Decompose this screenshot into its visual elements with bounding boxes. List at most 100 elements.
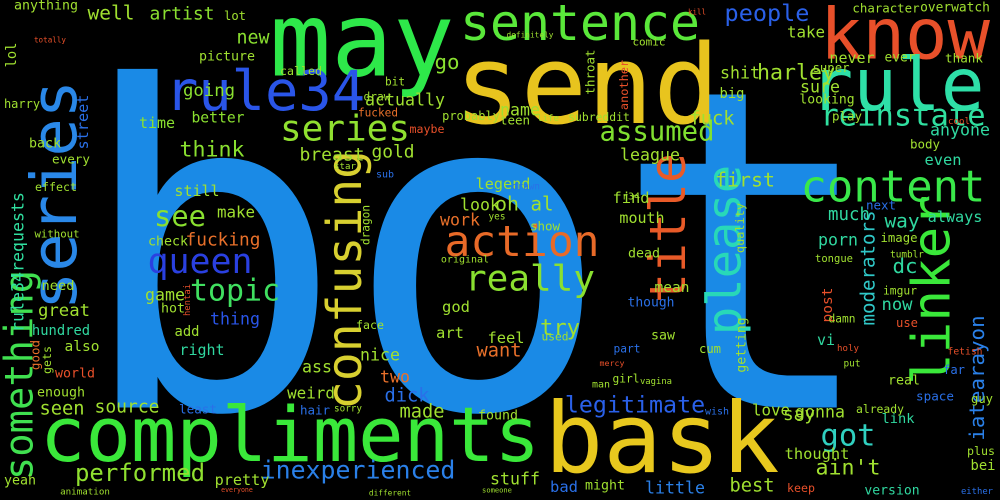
word: gonna [795,403,845,422]
word: throat [583,49,598,94]
word: weird [287,384,335,403]
word: always [928,208,983,226]
word: league [620,146,680,165]
word: r34 [622,192,640,203]
word: plus [967,444,995,458]
word: cum [699,342,721,356]
word: character [852,1,919,16]
word: kill [688,8,706,17]
word: comic [632,36,665,49]
word: subreddit [568,110,630,124]
word: right [179,341,224,359]
word: iatearayon [965,315,989,440]
word: anyone [930,121,990,140]
word: overwatch [920,1,990,16]
word: best [729,476,774,497]
word: dick [384,386,429,407]
word: sentence [460,0,700,52]
word: bit [385,76,405,89]
word: say [783,405,815,425]
word: picture [199,50,255,65]
word: know [820,0,991,76]
word: wish [705,407,729,418]
word: source [94,397,159,418]
word: gets [40,346,54,374]
word: back [29,137,61,152]
word: series [280,109,410,150]
word: imgur [883,285,917,298]
word: time [139,114,175,132]
word: rule34requests [9,192,28,332]
word: getting [735,317,750,372]
word: definitely [507,31,554,40]
word: effect [35,180,77,194]
word: already [856,402,904,416]
word: cool [948,117,970,127]
word: super [812,61,849,75]
word: work [440,211,480,230]
word: harley [757,61,835,86]
word: game [145,286,185,305]
word: show [530,219,561,234]
word: different [369,489,411,498]
word: dc [892,254,917,278]
word: stuff [490,470,540,489]
word: please [698,165,753,335]
word: found [478,409,518,424]
word: vi [817,331,835,349]
word: street [74,95,92,150]
word: even [924,151,961,169]
word: space [916,389,954,404]
word: life [537,114,559,124]
word: think [179,138,244,163]
word: part [614,343,641,356]
word: totally [34,36,66,45]
word: now [881,295,913,315]
word: al [531,193,554,216]
word: send [455,21,720,149]
word: performed [75,459,205,487]
word: gold [371,142,414,163]
word: sub [376,170,394,181]
word: image [880,231,917,245]
word: maybe [410,122,445,136]
word: fucking [186,230,261,251]
word: add [175,324,200,340]
word: also [65,339,100,355]
word: artist [149,4,214,25]
word: still [174,182,219,200]
word: drawn [512,182,540,193]
word: quality [733,203,747,253]
word: ain't [815,456,880,481]
word: legitimate [565,392,705,419]
word: might [585,479,625,494]
word: way [884,210,919,233]
word: hair [300,403,331,418]
word: probably [442,109,500,123]
word: play [832,109,863,124]
word: everyone [221,486,253,494]
word: use [896,316,918,330]
word: compliments [40,391,540,479]
word: action [445,217,600,267]
word: either [961,487,993,497]
word: take [787,23,825,42]
word: want [476,341,521,362]
word: rule [809,44,984,128]
word: shit [720,64,760,83]
word: something [0,270,43,480]
word: actually [365,91,445,110]
word: reinstate [820,99,985,134]
word: thing [210,310,260,329]
word: content [801,162,986,213]
word: girl [613,373,640,386]
word: love [752,401,790,420]
word: used [542,331,569,344]
word: keep [787,481,815,495]
word: far [943,363,965,377]
word: world [55,367,95,382]
word: seen [39,399,84,420]
word: tumblr [890,250,924,261]
word: find [612,189,649,207]
word: bei [971,458,996,474]
